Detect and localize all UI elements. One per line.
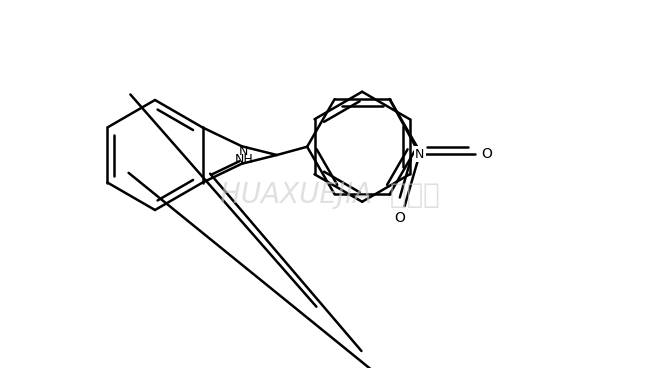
Text: N: N bbox=[239, 145, 249, 158]
Text: O: O bbox=[394, 211, 405, 225]
Text: HUAXUEJIA  化学加: HUAXUEJIA 化学加 bbox=[220, 181, 440, 209]
Text: NH: NH bbox=[235, 153, 253, 166]
Text: N: N bbox=[415, 148, 424, 160]
Text: O: O bbox=[481, 147, 492, 161]
